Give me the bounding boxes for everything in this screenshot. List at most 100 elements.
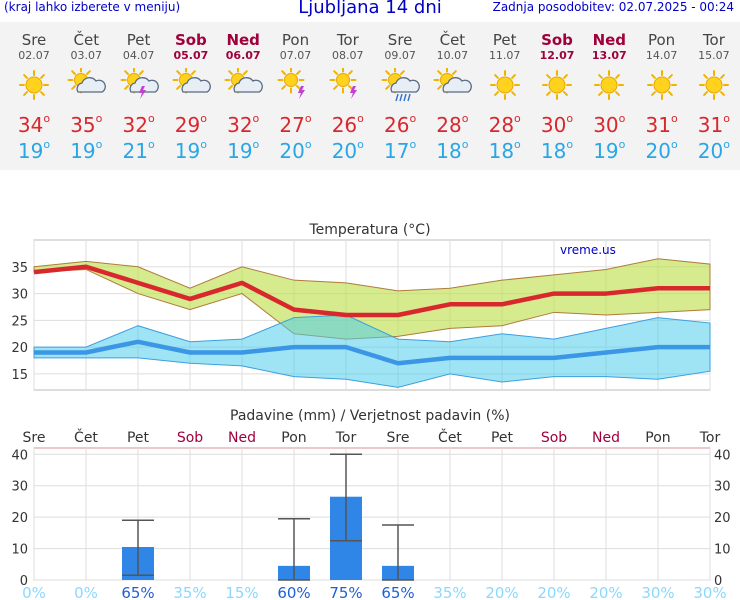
sun-ray [280,85,286,90]
y-tick-label: 15 [11,368,28,383]
lightning-bolt [138,86,146,99]
day-column: Sob 12.07 30o 18o [531,22,583,164]
sun-ray [493,91,499,96]
y-tick-label: 30 [11,288,28,303]
day-date: 12.07 [539,49,575,62]
cloud-shape [181,77,211,93]
sun-cloud-icon [66,66,107,102]
sun-ray [385,70,391,75]
min-temp: 19o [174,138,207,163]
day-name: Pon [647,31,676,49]
sun-ray [138,70,144,75]
precip-probability: 20% [589,584,622,600]
y-tick-label-right: 40 [714,448,731,463]
max-temp: 34o [17,112,51,137]
sun-ray [228,70,234,75]
sun-cloud-icon [432,66,473,102]
day-date: 07.07 [279,49,312,62]
precip-probability: 65% [121,584,154,600]
day-column: Ned 06.07 32o 19o [217,22,269,163]
max-temp: 30o [593,112,626,137]
sun-ray [176,85,181,90]
min-temp-line [34,339,710,366]
y-tick-label: 25 [11,314,28,329]
sun-disc [335,73,350,87]
cloud-shape [129,77,159,93]
precip-probability: 15% [225,584,258,600]
precip-probability: 0% [22,584,46,600]
max-temp: 32o [122,112,155,137]
sun-ray [332,70,338,75]
day-date: 15.07 [698,49,730,62]
day-date: 10.07 [436,49,469,62]
min-temp: 19o [227,138,260,163]
sun-ray [563,74,568,79]
min-temp: 19o [593,138,626,163]
sun-cloud-rain-icon [380,66,420,102]
sun-disc [25,76,43,94]
day-column: Sre 09.07 26o 17o [374,22,426,163]
x-tick-label: Pon [645,430,670,446]
sun-ray [228,85,234,90]
day-column: Pet 11.07 28o 18o [479,22,531,164]
lightning-bolt [297,86,305,99]
sun-ray [452,70,458,75]
temp-chart-title: Temperatura (°C) [308,222,430,238]
precipitation-chart: Padavine (mm) / Verjetnost padavin (%) Sr… [11,408,731,600]
max-temp: 29o [174,112,207,137]
x-tick-label: Čet [74,428,98,446]
max-temp: 28o [436,112,469,137]
min-temp: 20o [697,138,730,163]
x-tick-label: Pon [281,430,306,446]
sun-cloud-icon [171,66,211,102]
sun-ray [295,85,301,90]
precip-probability: 30% [641,584,674,600]
precip-probability: 0% [74,584,98,600]
rain-drop [395,93,399,102]
y-tick-label-left: 0 [20,574,28,589]
sun-ray [385,85,391,90]
precip-probability: 65% [381,584,414,600]
location-hint[interactable]: (kraj lahko izberete v meniju) [4,0,181,14]
cloud-shape [390,77,420,93]
sun-icon [485,68,525,102]
y-tick-label: 35 [11,261,28,276]
cloud-shape [76,77,107,93]
sun-ray [437,70,443,75]
x-tick-label: Ned [228,430,256,446]
sun-ray [123,85,129,90]
day-name: Ned [226,31,260,49]
day-column: Pet 04.07 32o 21o [113,22,165,163]
y-tick-label-left: 40 [11,448,28,463]
min-temp: 18o [540,138,574,163]
sun-disc [496,76,514,94]
day-date: 14.07 [645,49,678,62]
sun-ray [615,74,621,79]
sun-cloud-storm-icon [119,66,159,102]
day-column: Pon 07.07 27o 20o [270,22,322,163]
precip-probability: 20% [485,584,518,600]
rain-drop [403,93,407,102]
sun-ray [667,91,673,96]
sun-disc [283,73,298,87]
max-temp: 31o [645,112,678,137]
rain-chart-title: Padavine (mm) / Verjetnost padavin (%) [230,408,510,424]
day-date: 09.07 [384,49,416,62]
max-temp: 26o [331,112,364,137]
cloud-shape [233,77,264,93]
min-temp: 19o [70,138,103,163]
day-date: 04.07 [122,49,155,62]
sun-ray [23,74,28,79]
max-temp: 26o [384,112,417,137]
last-updated: Zadnja posodobitev: 02.07.2025 - 00:24 [492,0,734,14]
sun-ray [719,74,725,79]
sun-ray [347,70,353,75]
sun-ray [650,91,656,96]
lightning-bolt [349,86,357,99]
min-temp: 20o [645,138,678,163]
sun-ray [176,70,181,75]
min-temp: 21o [122,138,155,163]
sun-ray [546,74,551,79]
min-temp: 20o [279,138,312,163]
sun-ray [347,85,353,90]
